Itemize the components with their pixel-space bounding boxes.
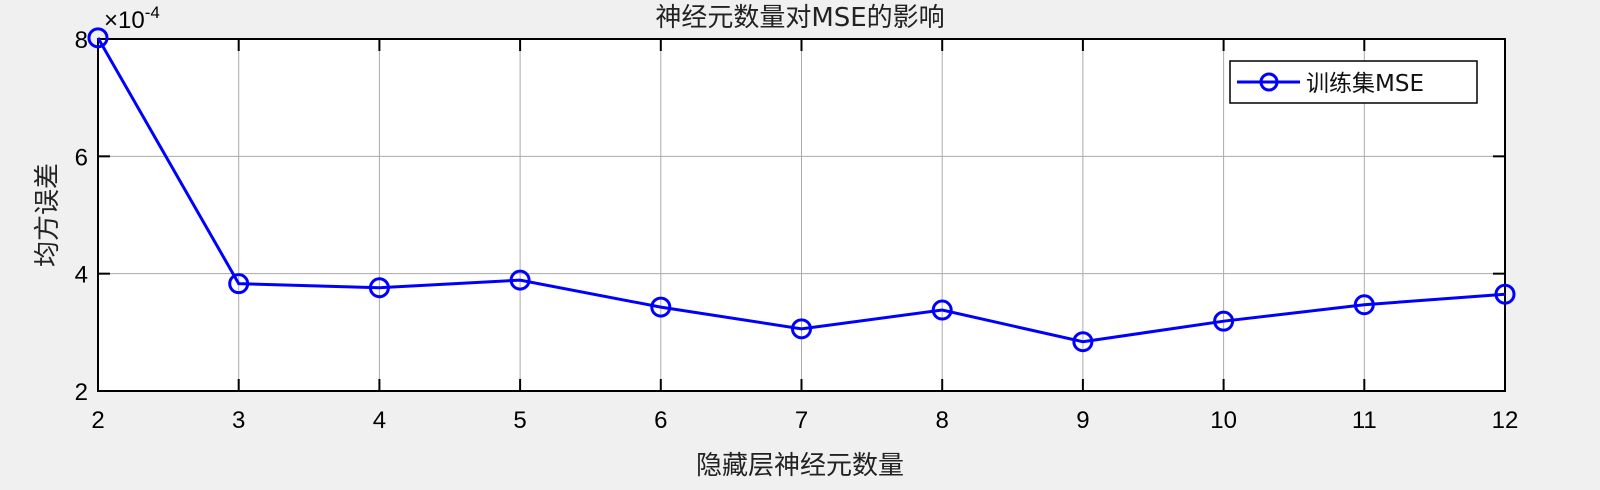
data-point xyxy=(791,318,812,340)
legend-marker-icon xyxy=(1259,72,1279,92)
y-tick-label: 4 xyxy=(75,262,88,289)
data-point xyxy=(1072,331,1094,353)
x-tick-label: 8 xyxy=(936,407,949,434)
x-tick-label: 5 xyxy=(513,407,526,434)
x-axis-label: 隐藏层神经元数量 xyxy=(696,451,904,481)
data-point xyxy=(87,27,109,49)
data-point xyxy=(1213,310,1235,332)
y-tick-label: 8 xyxy=(75,27,88,54)
x-tick-label: 3 xyxy=(232,407,245,434)
y-exponent-label: ×10-4 xyxy=(104,3,160,34)
legend[interactable]: 训练集MSE xyxy=(1229,60,1478,104)
x-tick-label: 11 xyxy=(1352,407,1377,434)
x-tick-label: 9 xyxy=(1076,407,1089,434)
data-point xyxy=(228,273,250,295)
x-tick-label: 12 xyxy=(1492,407,1519,434)
chart-title: 神经元数量对MSE的影响 xyxy=(655,3,944,33)
series-line xyxy=(96,37,1506,344)
y-axis-label: 均方误差 xyxy=(33,163,63,267)
legend-label: 训练集MSE xyxy=(1306,71,1424,97)
data-point xyxy=(1353,294,1375,316)
data-point xyxy=(1494,283,1516,305)
data-point xyxy=(368,277,390,299)
x-tick-label: 6 xyxy=(654,407,667,434)
x-tick-label: 7 xyxy=(795,407,808,434)
y-tick-label: 6 xyxy=(75,144,88,171)
y-tick-label: 2 xyxy=(75,379,88,406)
axes-box xyxy=(97,38,1506,392)
x-tick-label: 2 xyxy=(91,407,104,434)
x-tick-label: 4 xyxy=(373,407,386,434)
x-tick-label: 10 xyxy=(1210,407,1237,434)
data-point xyxy=(931,299,953,321)
series xyxy=(87,27,1516,353)
data-point xyxy=(650,296,672,318)
data-point xyxy=(509,269,531,291)
